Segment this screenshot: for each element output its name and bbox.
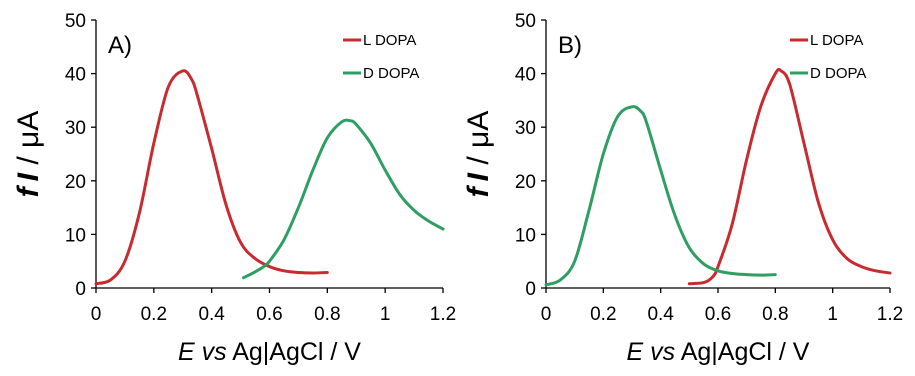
y-tick-label: 50	[65, 11, 86, 32]
y-axis-title-f: f	[12, 184, 45, 197]
y-axis-title-rest: / μA	[462, 111, 495, 173]
y-tick-label: 30	[65, 118, 86, 139]
x-tick-label: 0.8	[762, 304, 788, 325]
x-axis-title-e: E	[627, 338, 644, 366]
x-tick-label: 0	[541, 304, 552, 325]
y-axis-title: fI / μA	[462, 111, 495, 198]
y-axis-title-f: f	[462, 184, 495, 197]
x-tick-label: 0.4	[647, 304, 674, 325]
x-axis-title-vs: vs	[643, 338, 675, 366]
x-tick-label: 0.6	[705, 304, 731, 325]
x-axis-title-e: E	[178, 338, 195, 366]
y-axis-title-i: I	[462, 172, 495, 181]
legend-label-d-dopa: D DOPA	[810, 65, 866, 82]
x-tick-label: 0.2	[590, 304, 616, 325]
legend-label-l-dopa: L DOPA	[810, 32, 863, 49]
x-tick-label: 0.4	[198, 304, 225, 325]
panel-b: 0 10 20 30 40 50 0 0.2 0.4 0.6 0.8 1 1.2 L DOPA D DOPA…	[462, 11, 903, 366]
x-tick-label: 0.8	[314, 304, 340, 325]
y-tick-label: 50	[515, 11, 536, 32]
y-tick-label: 20	[515, 172, 536, 193]
x-axis-title-vs: vs	[195, 338, 227, 366]
x-axis-title-rest: Ag|AgCl / V	[227, 338, 362, 366]
legend-label-l-dopa: L DOPA	[363, 32, 416, 49]
panel-label: B)	[558, 32, 582, 59]
y-tick-label: 30	[515, 118, 536, 139]
y-axis-title: fI / μA	[12, 111, 45, 198]
series-line-l-dopa	[94, 69, 329, 286]
x-tick-label: 1.2	[877, 304, 903, 325]
x-tick-label: 0	[91, 304, 102, 325]
y-axis-title-rest: / μA	[12, 111, 45, 173]
y-tick-label: 40	[515, 65, 536, 86]
y-axis-title-i: I	[12, 172, 45, 181]
x-tick-label: 0.2	[141, 304, 167, 325]
x-axis-title: E vs Ag|AgCl / V	[178, 338, 361, 366]
legend-label-d-dopa: D DOPA	[363, 65, 419, 82]
y-tick-label: 20	[65, 172, 86, 193]
x-axis-title-rest: Ag|AgCl / V	[675, 338, 810, 366]
y-tick-label: 0	[75, 279, 86, 300]
panel-label: A)	[108, 32, 132, 59]
x-axis-title: E vs Ag|AgCl / V	[627, 338, 810, 366]
series-line-d-dopa	[242, 118, 445, 280]
x-tick-label: 0.6	[256, 304, 282, 325]
x-tick-label: 1	[827, 304, 838, 325]
y-tick-label: 10	[515, 225, 536, 246]
series-line-l-dopa	[687, 67, 892, 286]
y-tick-label: 40	[65, 65, 86, 86]
y-tick-label: 0	[525, 279, 536, 300]
x-tick-label: 1.2	[430, 304, 456, 325]
y-tick-label: 10	[65, 225, 86, 246]
panel-a: 0 10 20 30 40 50 0 0.2 0.4 0.6 0.8 1 1.2 L DOPA D DOPA…	[12, 11, 456, 366]
x-tick-label: 1	[380, 304, 391, 325]
series-line-d-dopa	[544, 105, 777, 287]
